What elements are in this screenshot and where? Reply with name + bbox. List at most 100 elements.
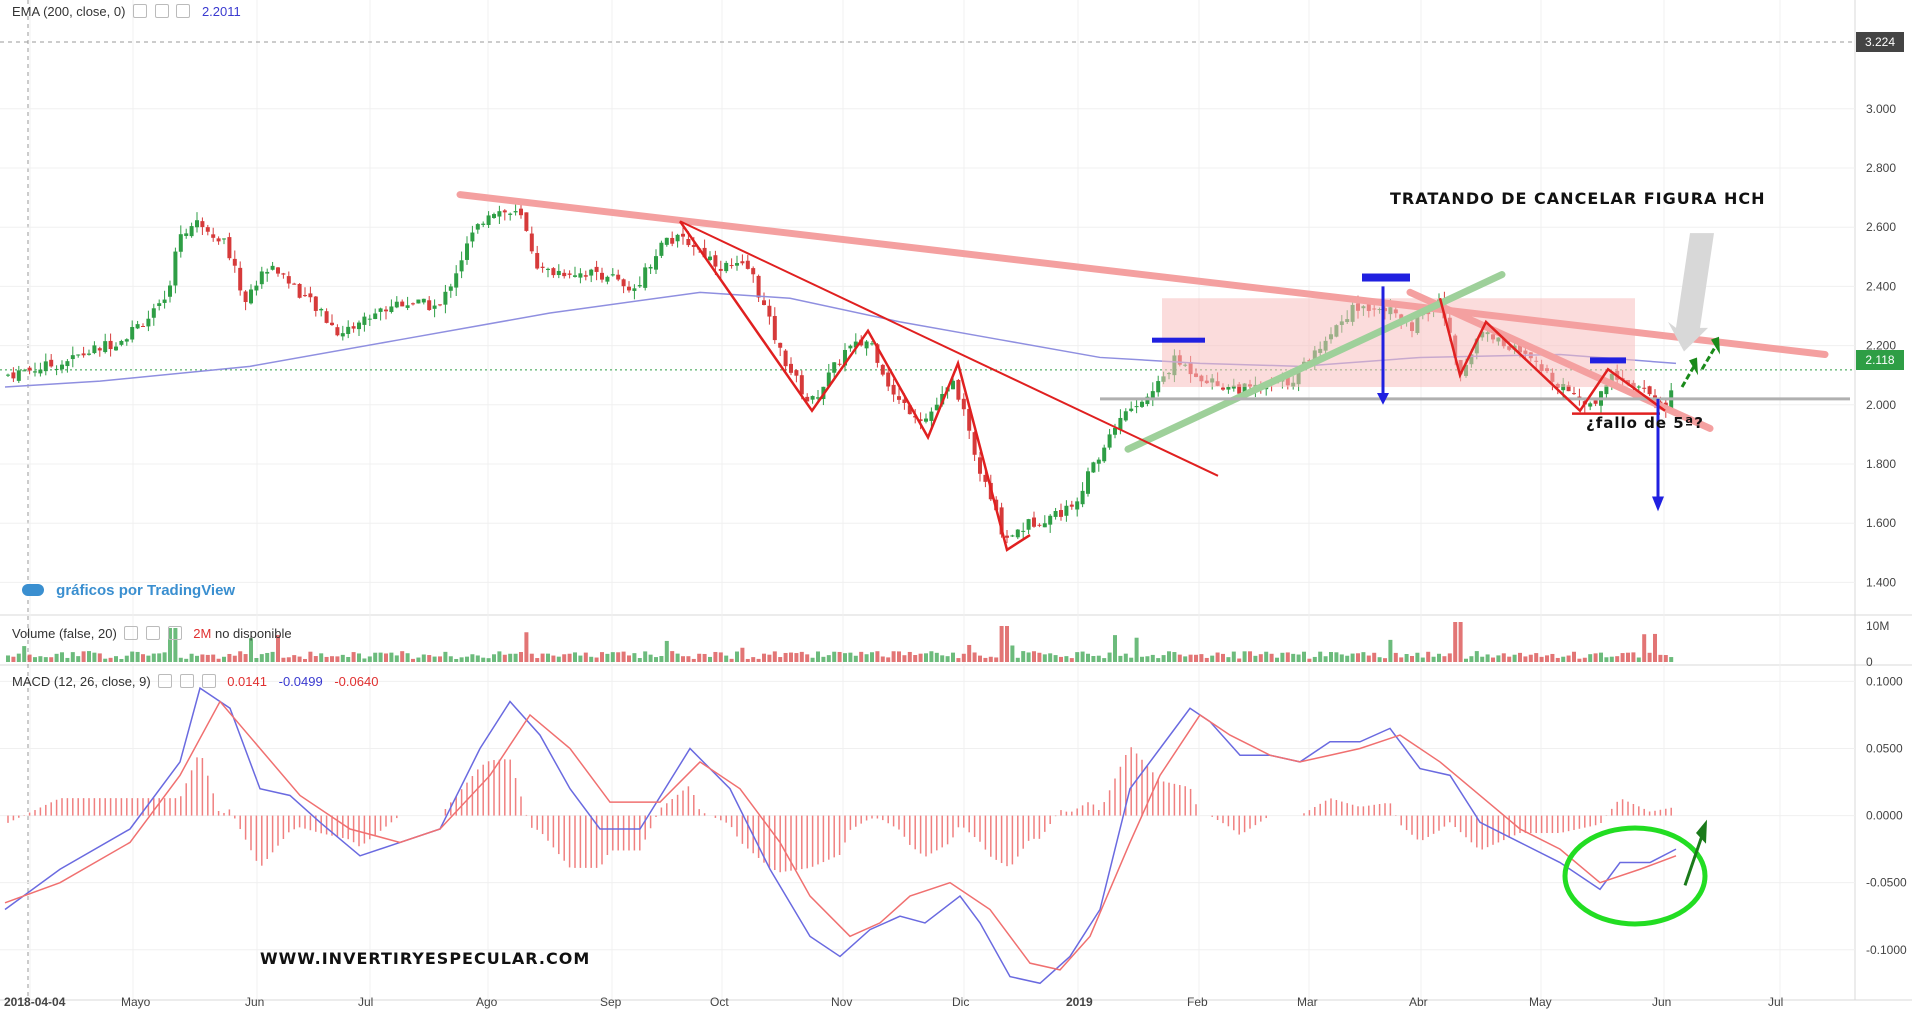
gear-icon[interactable] [146,626,161,640]
price-tick-label: 2.800 [1866,161,1896,175]
candle-body [259,271,264,285]
volume-bar [1404,654,1409,662]
candle-body [621,279,626,287]
candle-body [497,211,502,217]
tradingview-brand[interactable]: gráficos por TradingView [22,582,235,599]
volume-bar [1334,652,1339,662]
macd-signal-value: -0.0640 [334,674,379,689]
candle-body [211,234,216,238]
candle-body [999,507,1004,535]
volume-bar [1285,652,1290,662]
volume-bar [1042,654,1047,662]
volume-bar [810,657,815,662]
candle-body [281,273,286,275]
eye-icon[interactable] [158,674,173,688]
candle-body [551,268,556,276]
volume-bar [1620,653,1625,662]
volume-bar [448,656,453,662]
volume-bar [1599,652,1603,662]
volume-bar [443,651,448,662]
candle-body [416,299,421,304]
volume-value: 2M [193,626,212,641]
volume-bar [767,654,772,662]
volume-bar [1242,651,1247,662]
volume-bar [438,656,442,662]
price-tick-label: 1.800 [1866,457,1896,471]
candle-body [632,288,637,291]
close-icon[interactable] [167,626,182,640]
volume-bar [216,658,221,662]
time-tick-label: Jul [358,995,373,1009]
volume-bar [168,628,172,662]
volume-bar [961,653,966,662]
macd-tick-label: 0.0000 [1866,809,1903,823]
candle-body [1010,535,1015,537]
volume-bar [130,651,135,662]
gear-icon[interactable] [154,4,169,18]
time-tick-label: Nov [831,995,852,1009]
candle-body [70,355,75,360]
candle-body [1604,385,1609,395]
volume-bar [859,651,864,662]
volume-bar [238,651,243,662]
candle-body [1242,383,1247,395]
volume-bar [1361,652,1366,662]
candle-body [1113,427,1117,435]
candle-body [924,418,928,422]
candle-body [1566,385,1571,392]
volume-bar [643,651,648,662]
volume-bar [1636,657,1641,662]
volume-legend: Volume (false, 20) 2M no disponible [12,626,292,641]
volume-bar [475,655,480,662]
resistance-trendline [456,191,1829,358]
volume-bar [1642,634,1647,662]
volume-bar [816,651,820,662]
candle-body [848,345,853,349]
volume-bar [864,654,869,662]
candle-body [400,301,405,307]
candle-body [459,260,464,272]
candle-body [1091,462,1096,473]
volume-bar [1631,652,1636,662]
candle-body [168,285,172,297]
candle-body [627,286,631,291]
candle-body [1102,447,1107,462]
volume-bar [1377,657,1382,662]
candle-body [265,271,270,274]
candle-body [157,303,162,306]
volume-bar [1566,655,1571,662]
volume-bar [357,653,361,662]
volume-bar [378,652,383,662]
candle-body [1642,387,1647,389]
time-tick-label: Jun [245,995,264,1009]
volume-bar [60,652,64,662]
volume-bar [200,654,205,662]
volume-bar [432,656,437,662]
volume-bar [1318,651,1323,662]
candle-body [151,308,156,318]
candle-body [270,265,275,270]
volume-bar [178,657,183,662]
time-tick-label: Mar [1297,995,1318,1009]
candle-body [205,227,210,232]
eye-icon[interactable] [133,4,148,18]
volume-bar [664,640,669,662]
tradingview-cloud-icon [22,584,44,596]
volume-bar [546,653,550,662]
close-icon[interactable] [201,674,216,688]
close-icon[interactable] [176,4,191,18]
macd-hist-value: 0.0141 [227,674,267,689]
candle-body [837,363,842,365]
bullish-arrow [1680,365,1696,388]
volume-bar [1545,655,1549,662]
eye-icon[interactable] [124,626,139,640]
annotation-title: TRATANDO DE CANCELAR FIGURA HCH [1390,189,1766,208]
volume-bar [70,652,75,662]
candle-body [394,301,399,308]
volume-bar [454,658,459,662]
volume-bar [281,657,286,662]
gear-icon[interactable] [179,674,194,688]
volume-bar [913,655,918,662]
volume-bar [621,651,626,662]
